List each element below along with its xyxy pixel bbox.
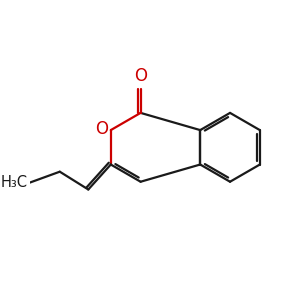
Text: O: O bbox=[95, 120, 108, 138]
Text: O: O bbox=[134, 67, 147, 85]
Text: H₃C: H₃C bbox=[0, 175, 27, 190]
